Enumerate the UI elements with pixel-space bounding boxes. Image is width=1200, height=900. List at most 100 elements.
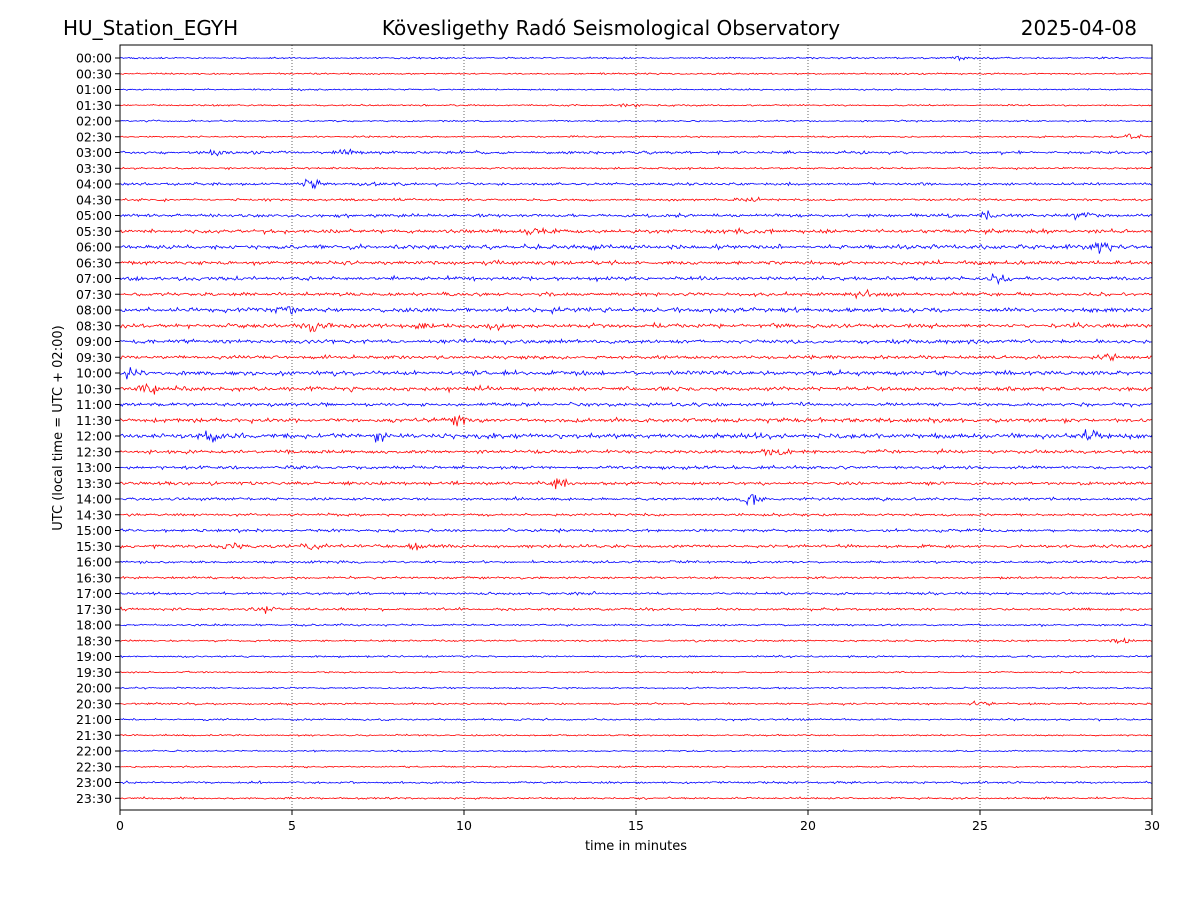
seismic-trace xyxy=(119,178,1153,190)
y-tick-label: 00:00 xyxy=(76,51,112,66)
seismic-trace xyxy=(119,670,1153,675)
y-tick-label: 19:30 xyxy=(76,665,112,680)
seismic-trace xyxy=(119,447,1153,457)
y-tick-label: 18:00 xyxy=(76,618,112,633)
seismic-trace xyxy=(119,166,1153,171)
x-tick-label: 0 xyxy=(116,818,124,833)
y-tick-label: 15:00 xyxy=(76,523,112,538)
y-tick-label: 05:00 xyxy=(76,208,112,223)
seismic-trace xyxy=(119,575,1153,580)
x-tick-label: 20 xyxy=(800,818,816,833)
seismic-trace xyxy=(119,210,1153,221)
seismic-trace xyxy=(119,414,1153,427)
y-tick-label: 19:00 xyxy=(76,649,112,664)
date-title: 2025-04-08 xyxy=(1021,16,1137,40)
x-tick-label: 10 xyxy=(456,818,472,833)
x-axis-ticks: 0 5 10 15 20 25 30 xyxy=(116,810,1160,833)
seismic-trace xyxy=(119,606,1153,614)
y-tick-label: 17:30 xyxy=(76,602,112,617)
y-tick-label: 08:00 xyxy=(76,303,112,318)
seismic-trace xyxy=(119,590,1153,596)
seismic-trace xyxy=(119,103,1153,108)
seismic-trace xyxy=(119,401,1153,408)
seismic-trace xyxy=(119,637,1153,645)
seismic-trace xyxy=(119,717,1153,722)
seismic-trace xyxy=(119,258,1153,267)
plot-frame xyxy=(119,44,1153,811)
y-tick-label: 03:00 xyxy=(76,145,112,160)
seismic-trace xyxy=(119,559,1153,565)
y-tick-label: 03:30 xyxy=(76,161,112,176)
seismic-traces xyxy=(119,55,1153,800)
seismic-trace xyxy=(119,321,1153,333)
y-tick-label: 13:00 xyxy=(76,460,112,475)
y-tick-label: 07:30 xyxy=(76,287,112,302)
y-tick-label: 16:30 xyxy=(76,570,112,585)
y-tick-label: 11:00 xyxy=(76,397,112,412)
seismic-trace xyxy=(119,765,1153,769)
seismic-trace xyxy=(119,464,1153,471)
y-tick-label: 07:00 xyxy=(76,271,112,286)
seismic-trace xyxy=(119,749,1153,753)
seismic-trace xyxy=(119,512,1153,518)
y-tick-label: 22:30 xyxy=(76,759,112,774)
seismic-trace xyxy=(119,796,1153,800)
y-tick-label: 14:00 xyxy=(76,492,112,507)
seismic-trace xyxy=(120,55,1153,62)
y-tick-label: 20:30 xyxy=(76,696,112,711)
seismic-trace xyxy=(119,353,1153,362)
y-tick-label: 23:00 xyxy=(76,775,112,790)
y-tick-label: 05:30 xyxy=(76,224,112,239)
seismic-trace xyxy=(119,654,1153,659)
y-tick-label: 13:30 xyxy=(76,476,112,491)
y-axis-ticks: 00:0000:3001:0001:3002:0002:3003:0003:30… xyxy=(76,51,120,806)
seismic-trace xyxy=(119,700,1153,707)
seismic-trace xyxy=(119,542,1153,551)
seismic-trace xyxy=(119,196,1153,203)
x-tick-label: 25 xyxy=(972,818,988,833)
seismic-trace xyxy=(119,686,1153,690)
y-tick-label: 11:30 xyxy=(76,413,112,428)
x-tick-label: 5 xyxy=(288,818,296,833)
y-tick-label: 04:30 xyxy=(76,192,112,207)
y-axis-label: UTC (local time = UTC + 02:00) xyxy=(51,325,66,530)
seismic-trace xyxy=(119,148,1153,157)
seismic-trace xyxy=(119,780,1153,785)
x-tick-label: 30 xyxy=(1144,818,1160,833)
y-tick-label: 12:30 xyxy=(76,444,112,459)
seismic-trace xyxy=(119,226,1153,236)
seismic-trace xyxy=(119,88,1153,92)
seismic-trace xyxy=(119,527,1153,534)
y-tick-label: 15:30 xyxy=(76,539,112,554)
y-tick-label: 00:30 xyxy=(76,66,112,81)
seismic-trace xyxy=(119,733,1153,737)
seismic-trace xyxy=(119,72,1152,76)
y-tick-label: 20:00 xyxy=(76,681,112,696)
seismic-trace xyxy=(119,367,1153,380)
y-tick-label: 22:00 xyxy=(76,744,112,759)
seismic-trace xyxy=(119,494,1153,507)
y-tick-label: 10:30 xyxy=(76,381,112,396)
y-tick-label: 12:00 xyxy=(76,429,112,444)
seismic-trace xyxy=(119,337,1153,346)
y-tick-label: 23:30 xyxy=(76,791,112,806)
seismic-trace xyxy=(119,241,1153,254)
y-tick-label: 09:30 xyxy=(76,350,112,365)
seismic-trace xyxy=(119,623,1153,628)
seismic-trace xyxy=(119,477,1153,490)
y-tick-label: 02:00 xyxy=(76,114,112,129)
y-tick-label: 18:30 xyxy=(76,633,112,648)
x-tick-label: 15 xyxy=(628,818,644,833)
y-tick-label: 06:00 xyxy=(76,240,112,255)
x-axis-label: time in minutes xyxy=(585,839,687,854)
y-tick-label: 14:30 xyxy=(76,507,112,522)
seismic-trace xyxy=(119,273,1153,286)
y-tick-label: 06:30 xyxy=(76,255,112,270)
y-tick-label: 16:00 xyxy=(76,555,112,570)
y-tick-label: 21:30 xyxy=(76,728,112,743)
y-tick-label: 01:30 xyxy=(76,98,112,113)
y-tick-label: 09:00 xyxy=(76,334,112,349)
seismic-trace xyxy=(119,288,1153,300)
seismic-trace xyxy=(119,119,1153,123)
